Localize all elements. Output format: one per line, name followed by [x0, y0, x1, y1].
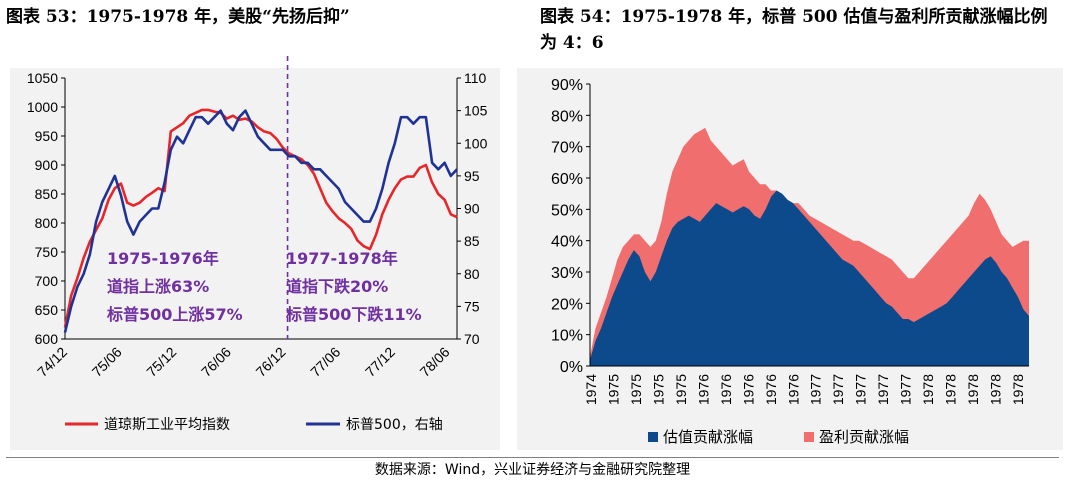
- left-y-tick-label: 650: [35, 302, 59, 318]
- x-tick-label: 1977: [830, 374, 846, 405]
- left-chart-title: 图表 53：1975-1978 年，美股“先扬后抑”: [6, 7, 350, 27]
- right-y-tick-label: 70: [464, 331, 480, 347]
- x-tick-label: 74/12: [34, 344, 70, 380]
- footer-rule: [6, 457, 1059, 458]
- left-y-tick-label: 800: [35, 215, 59, 231]
- annotation-1975-1976-line: 道指上涨63%: [107, 277, 209, 296]
- y-tick-label: 60%: [551, 171, 583, 188]
- annotation-1975-1976-line: 1975-1976年: [107, 249, 219, 268]
- x-tick-label: 1975: [628, 374, 644, 405]
- x-tick-label: 1978: [1010, 374, 1026, 405]
- right-y-tick-label: 95: [464, 168, 480, 184]
- legend-valuation-swatch: [648, 432, 658, 442]
- x-tick-label: 77/12: [362, 344, 398, 380]
- x-tick-label: 1976: [785, 374, 801, 405]
- left-chart-panel: 600 650 700 750 800 850 900 950 1000 1050 70 75 80 85…: [10, 56, 500, 450]
- x-tick-label: 76/06: [198, 344, 234, 380]
- annotation-1977-1978-line: 道指下跌20%: [286, 277, 388, 296]
- right-y-tick-label: 105: [464, 103, 488, 119]
- annotation-1975-1976-line: 标普500上涨57%: [106, 305, 243, 324]
- x-tick-label: 76/12: [253, 344, 289, 380]
- valuation-area: [590, 190, 1029, 366]
- left-y-tick-label: 1000: [27, 99, 58, 115]
- y-tick-label: 30%: [551, 265, 583, 282]
- x-tick-label: 1974: [583, 374, 599, 405]
- x-tick-label: 1975: [605, 374, 621, 405]
- x-tick-label: 1977: [853, 374, 869, 405]
- legend-earnings-label: 盈利贡献涨幅: [819, 428, 909, 446]
- x-tick-label: 1977: [898, 374, 914, 405]
- x-tick-label: 1978: [965, 374, 981, 405]
- legend-dow-label: 道琼斯工业平均指数: [104, 417, 230, 433]
- annotation-1977-1978-line: 标普500下跌11%: [285, 305, 422, 324]
- left-y-tick-label: 1050: [27, 70, 58, 86]
- y-tick-label: 0%: [560, 359, 583, 376]
- y-tick-label: 10%: [551, 328, 583, 345]
- left-chart-svg: 600 650 700 750 800 850 900 950 1000 1050 70 75 80 85…: [27, 56, 488, 433]
- dow-jones-line: [63, 108, 458, 328]
- y-tick-label: 50%: [551, 202, 583, 219]
- x-tick-label: 1978: [943, 374, 959, 405]
- x-tick-label: 77/06: [307, 344, 343, 380]
- right-y-tick-label: 110: [464, 70, 487, 86]
- legend-valuation-label: 估值贡献涨幅: [663, 428, 753, 446]
- x-tick-label: 75/06: [89, 344, 125, 380]
- right-y-tick-label: 80: [464, 266, 480, 282]
- source-note: 数据来源：Wind，兴业证券经济与金融研究院整理: [374, 462, 691, 478]
- right-chart-panel: 0% 10% 20% 30% 40% 50% 60% 70% 80% 90% 1974 1975 197…: [517, 68, 1063, 450]
- x-tick-label: 1976: [718, 374, 734, 405]
- x-tick-label: 1975: [650, 374, 666, 405]
- x-tick-label: 1977: [808, 374, 824, 405]
- y-tick-label: 40%: [551, 234, 583, 251]
- y-tick-label: 80%: [551, 108, 583, 125]
- sp500-line: [63, 109, 458, 333]
- left-y-tick-label: 750: [35, 244, 59, 260]
- y-tick-label: 20%: [551, 296, 583, 313]
- right-y-tick-label: 100: [464, 135, 488, 151]
- x-tick-label: 1975: [673, 374, 689, 405]
- left-y-tick-label: 900: [35, 157, 59, 173]
- x-tick-label: 1976: [695, 374, 711, 405]
- y-tick-label: 90%: [551, 77, 583, 94]
- left-y-tick-label: 950: [35, 128, 59, 144]
- x-tick-label: 75/12: [143, 344, 179, 380]
- x-tick-label: 1976: [763, 374, 779, 405]
- right-chart-svg: 0% 10% 20% 30% 40% 50% 60% 70% 80% 90% 1974 1975 197…: [551, 77, 1029, 446]
- right-y-tick-label: 90: [464, 201, 480, 217]
- left-y-tick-label: 600: [35, 331, 59, 347]
- x-tick-label: 1978: [920, 374, 936, 405]
- x-tick-label: 1976: [740, 374, 756, 405]
- annotation-1977-1978-line: 1977-1978年: [286, 249, 398, 268]
- left-y-tick-label: 850: [35, 186, 59, 202]
- legend-sp500-label: 标普500，右轴: [346, 417, 443, 433]
- y-tick-label: 70%: [551, 140, 583, 157]
- right-y-tick-label: 75: [464, 298, 480, 314]
- left-y-tick-label: 700: [35, 273, 59, 289]
- x-tick-label: 1977: [875, 374, 891, 405]
- x-tick-label: 1978: [988, 374, 1004, 405]
- right-chart-title: 图表 54：1975-1978 年，标普 500 估值与盈利所贡献涨幅比例为 4…: [540, 7, 1048, 53]
- legend-earnings-swatch: [804, 432, 814, 442]
- right-y-tick-label: 85: [464, 233, 480, 249]
- x-tick-label: 78/06: [417, 344, 453, 380]
